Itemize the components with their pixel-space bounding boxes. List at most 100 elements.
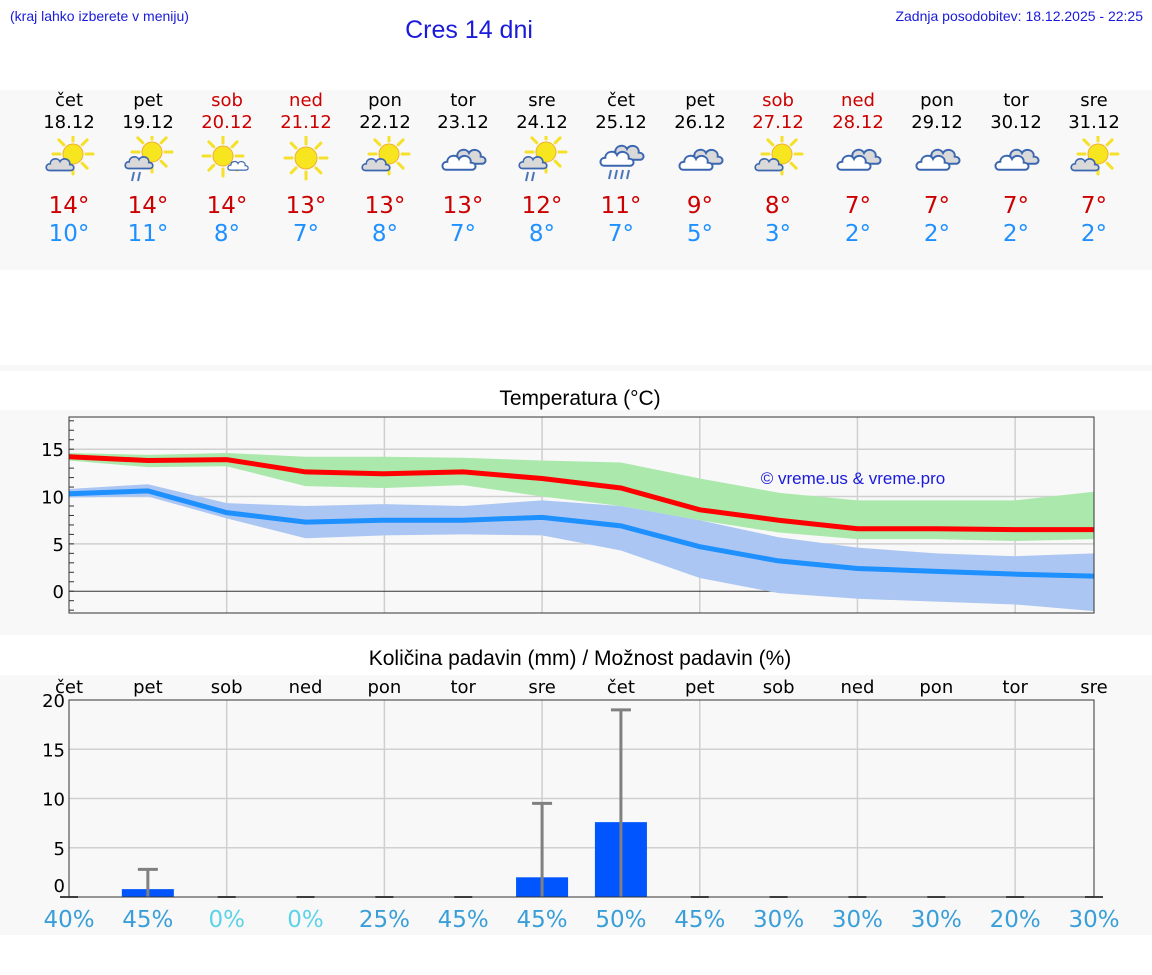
- day-column: ned 21.12 13° 7°: [267, 90, 345, 248]
- temp-min: 7°: [292, 221, 320, 247]
- precip-probability: 50%: [595, 907, 646, 933]
- day-label: ned: [841, 677, 875, 698]
- day-date: 26.12: [674, 112, 726, 133]
- temp-min: 8°: [213, 221, 241, 247]
- precip-probability: 0%: [208, 907, 245, 933]
- day-label: sob: [763, 677, 795, 698]
- last-update: Zadnja posodobitev: 18.12.2025 - 22:25: [895, 8, 1143, 24]
- day-label: tor: [450, 677, 476, 698]
- temp-max: 13°: [442, 193, 484, 219]
- sun-cloud-rain-icon: [518, 136, 568, 182]
- day-column: pet 26.12 9° 5°: [661, 90, 739, 248]
- temp-min: 11°: [127, 221, 169, 247]
- day-name: pet: [133, 90, 163, 111]
- day-column: sob 20.12 14° 8°: [188, 90, 266, 248]
- sun-cloud-icon: [754, 136, 804, 176]
- day-column: ned 28.12 7° 2°: [819, 90, 897, 248]
- day-column: pet 19.12 14° 11°: [109, 90, 187, 248]
- cloudy-icon: [678, 148, 724, 171]
- temp-min: 5°: [686, 221, 714, 247]
- temp-min: 2°: [1080, 221, 1108, 247]
- precip-probability: 45%: [674, 907, 725, 933]
- cloudy-icon: [994, 148, 1040, 171]
- day-column: čet 18.12 14° 10°: [30, 90, 108, 248]
- temp-max: 13°: [364, 193, 406, 219]
- precipitation-chart: 0 5 10 15 20 čet pet sob ned pon tor sre čet pet sob ne…: [0, 675, 1152, 935]
- day-date: 29.12: [911, 112, 963, 133]
- day-label: čet: [607, 677, 635, 698]
- day-date: 18.12: [43, 112, 95, 133]
- svg-text:10: 10: [41, 488, 64, 509]
- temp-max: 11°: [600, 193, 642, 219]
- day-column: pon 29.12 7° 2°: [898, 90, 976, 248]
- day-column: sre 24.12 12° 8°: [503, 90, 581, 248]
- day-column: tor 23.12 13° 7°: [424, 90, 502, 248]
- precip-probability: 30%: [911, 907, 962, 933]
- sun-cloud-icon: [1070, 136, 1120, 176]
- svg-text:10: 10: [42, 790, 65, 811]
- sun-cloud-rain-icon: [124, 136, 174, 182]
- cloud-rain-icon: [599, 144, 645, 180]
- precipitation-chart-title: Količina padavin (mm) / Možnost padavin …: [368, 647, 792, 670]
- precip-probability: 40%: [43, 907, 94, 933]
- page-title: Cres 14 dni: [405, 16, 533, 44]
- day-date: 25.12: [595, 112, 647, 133]
- temp-max: 7°: [1002, 193, 1030, 219]
- day-name: sre: [528, 90, 556, 111]
- svg-text:0: 0: [53, 582, 64, 603]
- temp-min: 8°: [371, 221, 399, 247]
- sun-cloud-icon: [45, 136, 95, 176]
- svg-text:0: 0: [54, 876, 65, 897]
- day-name: sob: [762, 90, 794, 111]
- temp-max: 7°: [923, 193, 951, 219]
- watermark: © vreme.us & vreme.pro: [761, 469, 945, 488]
- day-name: pon: [920, 90, 954, 111]
- day-date: 27.12: [752, 112, 804, 133]
- precip-probability: 30%: [1068, 907, 1119, 933]
- temp-min: 2°: [923, 221, 951, 247]
- cloudy-icon: [441, 148, 487, 171]
- cloudy-icon: [836, 148, 882, 171]
- divider: [0, 365, 1152, 371]
- temperature-chart-title: Temperatura (°C): [499, 387, 661, 410]
- day-name: ned: [289, 90, 323, 111]
- day-name: čet: [54, 90, 84, 111]
- svg-text:5: 5: [53, 535, 64, 556]
- day-label: čet: [55, 677, 83, 698]
- day-label: sob: [211, 677, 243, 698]
- precip-probability: 45%: [517, 907, 568, 933]
- day-label: sre: [1080, 677, 1107, 698]
- day-date: 30.12: [990, 112, 1042, 133]
- svg-text:15: 15: [42, 740, 65, 761]
- precip-probability: 0%: [287, 907, 324, 933]
- temp-max: 14°: [127, 193, 169, 219]
- temp-min: 7°: [607, 221, 635, 247]
- day-date: 24.12: [516, 112, 568, 133]
- temp-min: 8°: [528, 221, 556, 247]
- day-column: sre 31.12 7° 2°: [1055, 90, 1133, 248]
- day-name: sre: [1080, 90, 1108, 111]
- day-name: pon: [368, 90, 402, 111]
- sun-cloud-icon: [361, 136, 411, 176]
- day-column: čet 25.12 11° 7°: [582, 90, 660, 248]
- svg-text:5: 5: [54, 839, 65, 860]
- temperature-chart: 0 5 10 15 © vreme.us & vreme.pro: [0, 410, 1152, 635]
- day-label: pet: [133, 677, 163, 698]
- temp-min: 2°: [1002, 221, 1030, 247]
- temp-max: 14°: [206, 193, 248, 219]
- temp-min: 7°: [449, 221, 477, 247]
- temp-max: 12°: [521, 193, 563, 219]
- day-label: ned: [289, 677, 323, 698]
- day-label: pon: [367, 677, 401, 698]
- temp-max: 7°: [844, 193, 872, 219]
- sun-icon: [283, 136, 329, 181]
- temp-min: 10°: [48, 221, 90, 247]
- temp-max: 9°: [686, 193, 714, 219]
- day-name: pet: [685, 90, 715, 111]
- sun-small-cloud-icon: [201, 136, 249, 178]
- temp-max: 14°: [48, 193, 90, 219]
- day-label: tor: [1002, 677, 1028, 698]
- day-column: tor 30.12 7° 2°: [977, 90, 1055, 248]
- temp-max: 13°: [285, 193, 327, 219]
